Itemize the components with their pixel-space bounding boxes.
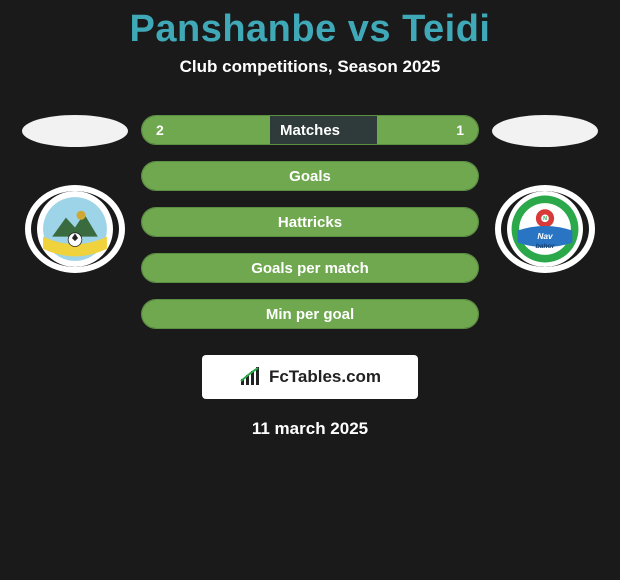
page-container: Panshanbe vs Teidi Club competitions, Se… <box>0 0 620 580</box>
stat-row-hattricks: Hattricks <box>141 207 479 237</box>
left-column <box>15 115 135 273</box>
stat-row-goals-per-match: Goals per match <box>141 253 479 283</box>
stat-label: Hattricks <box>278 214 342 231</box>
left-club-crest-icon <box>31 191 119 267</box>
page-title: Panshanbe vs Teidi <box>0 0 620 51</box>
left-club-badge <box>25 185 125 273</box>
stat-label: Matches <box>280 122 340 139</box>
page-subtitle: Club competitions, Season 2025 <box>0 57 620 77</box>
stat-row-matches: 2 1 Matches <box>141 115 479 145</box>
right-ellipse-indicator <box>492 115 598 147</box>
footer-brand[interactable]: FcTables.com <box>202 355 418 399</box>
svg-text:N: N <box>543 216 547 222</box>
svg-text:bahor: bahor <box>536 243 555 250</box>
chart-icon <box>239 367 263 387</box>
stat-value-right: 1 <box>456 122 464 138</box>
left-ellipse-indicator <box>22 115 128 147</box>
right-club-badge: N Nav bahor <box>495 185 595 273</box>
stat-label: Min per goal <box>266 306 354 323</box>
footer-brand-text: FcTables.com <box>269 367 381 387</box>
stat-label: Goals <box>289 168 331 185</box>
right-column: N Nav bahor <box>485 115 605 273</box>
match-date: 11 march 2025 <box>0 419 620 439</box>
stat-row-min-per-goal: Min per goal <box>141 299 479 329</box>
svg-text:Nav: Nav <box>537 231 554 241</box>
stat-row-goals: Goals <box>141 161 479 191</box>
stat-value-left: 2 <box>156 122 164 138</box>
right-club-crest-icon: N Nav bahor <box>501 191 589 267</box>
stats-column: 2 1 Matches Goals Hattricks Goals per match Mi… <box>135 115 485 329</box>
main-row: 2 1 Matches Goals Hattricks Goals per match Mi… <box>0 115 620 329</box>
stat-label: Goals per match <box>251 260 369 277</box>
